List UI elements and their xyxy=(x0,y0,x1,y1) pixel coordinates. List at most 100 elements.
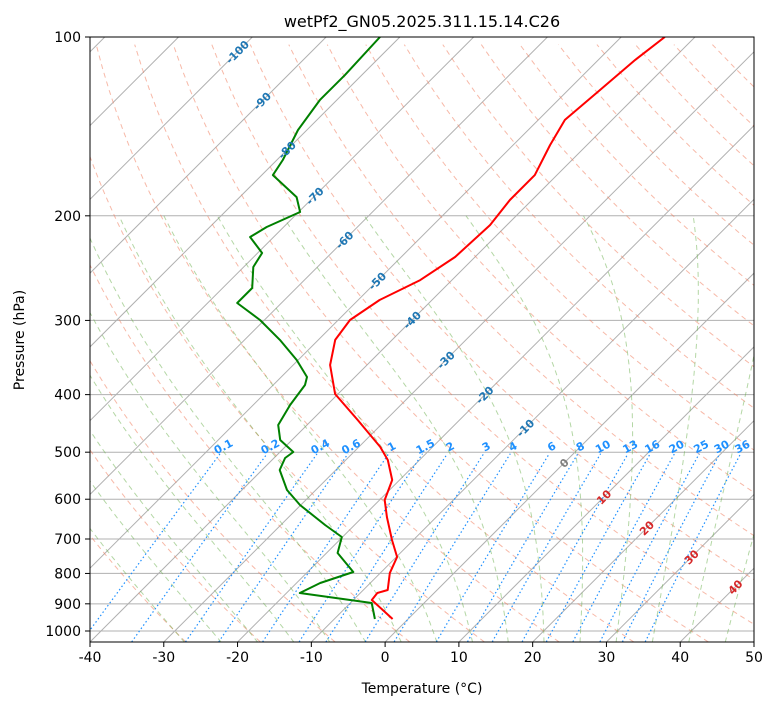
x-tick-label: 40 xyxy=(671,650,689,666)
x-tick-label: 20 xyxy=(524,650,542,666)
moist-adiabat-line xyxy=(90,236,367,642)
isotherm-line xyxy=(90,37,253,201)
dry-adiabat-line xyxy=(365,44,754,451)
chart-title: wetPf2_GN05.2025.311.15.14.C26 xyxy=(284,12,560,32)
dry-adiabat-line xyxy=(134,44,634,642)
plot-frame xyxy=(89,36,755,643)
mixing-ratio-line xyxy=(90,453,221,632)
moist-adiabat-line xyxy=(90,374,295,642)
moist-adiabat-line xyxy=(583,215,634,642)
y-tick-label: 700 xyxy=(54,532,81,548)
isotherm-line xyxy=(384,272,754,642)
isotherm-line xyxy=(532,419,754,642)
dry-adiabat-line xyxy=(558,44,754,246)
dry-adiabat-line xyxy=(326,44,754,494)
y-tick-label: 800 xyxy=(54,566,81,582)
mixing-ratio-line xyxy=(262,453,390,642)
y-tick-label: 1000 xyxy=(45,624,81,640)
background-lines xyxy=(90,37,754,642)
mixing-ratio-line xyxy=(599,453,700,642)
moist-adiabat-line xyxy=(651,215,699,642)
y-tick-label: 200 xyxy=(54,209,81,225)
moist-adiabat-line xyxy=(465,215,584,642)
mixing-ratio-line xyxy=(364,453,485,642)
profiles xyxy=(236,37,666,620)
moist-adiabat-line xyxy=(90,429,259,642)
dry-adiabat-line xyxy=(90,263,411,642)
isotherm-line xyxy=(90,37,327,274)
x-tick-label: -40 xyxy=(79,650,102,666)
dry-adiabat-line xyxy=(712,44,754,88)
y-tick-label: 300 xyxy=(54,313,81,329)
dry-adiabat-line xyxy=(90,155,485,642)
x-tick-label: 10 xyxy=(450,650,468,666)
mixing-ratio-label: 10 xyxy=(593,437,613,456)
moist-adiabat-line xyxy=(216,215,474,642)
dry-adiabat-line xyxy=(249,44,754,581)
isotherm-line xyxy=(90,37,696,642)
moist-adiabat-line xyxy=(90,480,222,642)
isotherm-line xyxy=(458,346,754,642)
x-axis-label: Temperature (°C) xyxy=(361,681,483,697)
dry-adiabat-line xyxy=(90,534,186,642)
isotherm-line xyxy=(90,37,475,422)
x-tick-label: -20 xyxy=(226,650,249,666)
mixing-ratio-label: 16 xyxy=(643,437,663,456)
mixing-ratio-line xyxy=(131,453,268,642)
dry-adiabat-line xyxy=(95,44,560,642)
y-tick-label: 400 xyxy=(54,388,81,404)
dry-adiabat-line xyxy=(442,44,754,368)
mixing-ratio-label: 20 xyxy=(667,437,687,456)
mixing-ratio-line xyxy=(298,453,423,642)
dry-adiabat-line xyxy=(288,44,754,537)
isotherm-line xyxy=(753,641,754,642)
mixing-ratio-label: 0.4 xyxy=(309,436,333,457)
x-tick-label: 50 xyxy=(745,650,763,666)
moist-adiabat-line xyxy=(688,353,754,642)
mixing-ratio-line xyxy=(185,453,318,642)
mixing-ratio-line xyxy=(491,453,602,642)
moist-adiabat-line xyxy=(724,532,754,642)
x-tick-label: 0 xyxy=(381,650,390,666)
moist-adiabat-line xyxy=(363,215,545,642)
isotherm-line xyxy=(606,493,754,642)
mixing-ratio-label: 13 xyxy=(621,438,641,457)
isotherm-line xyxy=(90,37,622,569)
isotherm-label: -100 xyxy=(223,38,252,67)
x-tick-label: 30 xyxy=(598,650,616,666)
isotherm-line xyxy=(90,37,401,348)
mixing-ratio-line xyxy=(572,453,676,642)
isotherm-line xyxy=(237,124,754,642)
dry-adiabat-line xyxy=(172,44,709,642)
x-tick-label: -30 xyxy=(152,650,175,666)
y-tick-label: 900 xyxy=(54,597,81,613)
y-tick-label: 600 xyxy=(54,492,81,508)
y-tick-label: 100 xyxy=(54,30,81,46)
dewpoint-profile-line xyxy=(236,37,381,620)
dry-adiabat-line xyxy=(596,44,754,206)
temperature-profile-line xyxy=(329,37,666,620)
mixing-ratio-label: 0.1 xyxy=(212,437,235,458)
mixing-ratio-line xyxy=(325,453,448,642)
dry-adiabat-line xyxy=(750,44,754,49)
dry-adiabat-line xyxy=(90,359,336,642)
isotherm-line xyxy=(163,51,754,642)
isotherm-line xyxy=(311,198,754,642)
isotherm-line xyxy=(90,37,548,496)
dry-adiabat-line xyxy=(519,44,754,287)
mixing-ratio-label: 1.5 xyxy=(414,437,437,458)
mixing-ratio-label: 25 xyxy=(691,438,711,457)
mixing-ratio-line xyxy=(621,453,721,642)
mixing-ratio-line xyxy=(521,453,629,642)
mixing-ratio-line xyxy=(218,453,349,642)
dry-adiabat-line xyxy=(480,44,754,327)
mixing-ratio-label: 36 xyxy=(733,437,753,456)
x-tick-label: -10 xyxy=(300,650,323,666)
moist-adiabat-line xyxy=(90,311,331,642)
y-axis-label: Pressure (hPa) xyxy=(12,290,28,390)
axes: -40 -30 -20 -10 0 10 20 30 40 5010020030040050060… xyxy=(45,30,763,666)
dry-adiabat-line xyxy=(211,44,754,625)
moist-adiabat-line xyxy=(163,215,438,642)
mixing-ratio-line xyxy=(466,453,579,642)
